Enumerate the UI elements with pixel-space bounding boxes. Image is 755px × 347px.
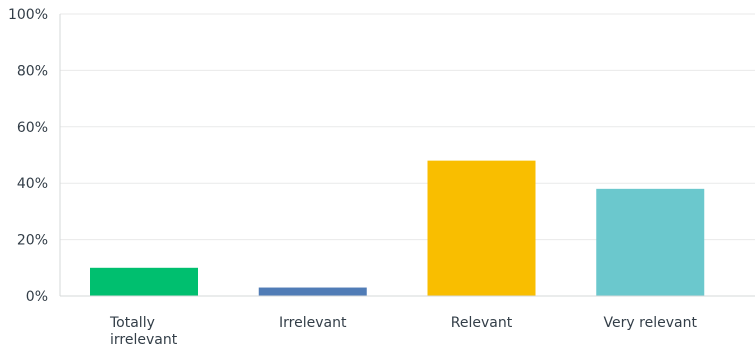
x-tick-label-line: irrelevant [110,332,178,347]
y-tick-label: 80% [17,63,48,79]
y-tick-label: 40% [17,176,48,192]
x-tick-label: Relevant [451,315,513,331]
x-tick-label: Irrelevant [279,315,347,331]
y-tick-label: 100% [8,7,48,23]
bar [90,267,198,296]
bar [258,287,367,296]
x-tick-label: Very relevant [604,315,698,331]
bar [427,160,536,296]
x-tick-label: Totally irrelevant [109,315,178,347]
x-tick-label-line: Totally [109,315,155,331]
y-axis: 0% 20% 40% 60% 80% 100% [8,7,61,305]
bar [596,188,705,296]
x-axis: Totally irrelevant Irrelevant Relevant Very … [60,295,755,347]
y-tick-label: 0% [26,289,48,305]
bars [90,160,705,296]
y-tick-label: 60% [17,120,48,136]
y-tick-label: 20% [17,233,48,249]
